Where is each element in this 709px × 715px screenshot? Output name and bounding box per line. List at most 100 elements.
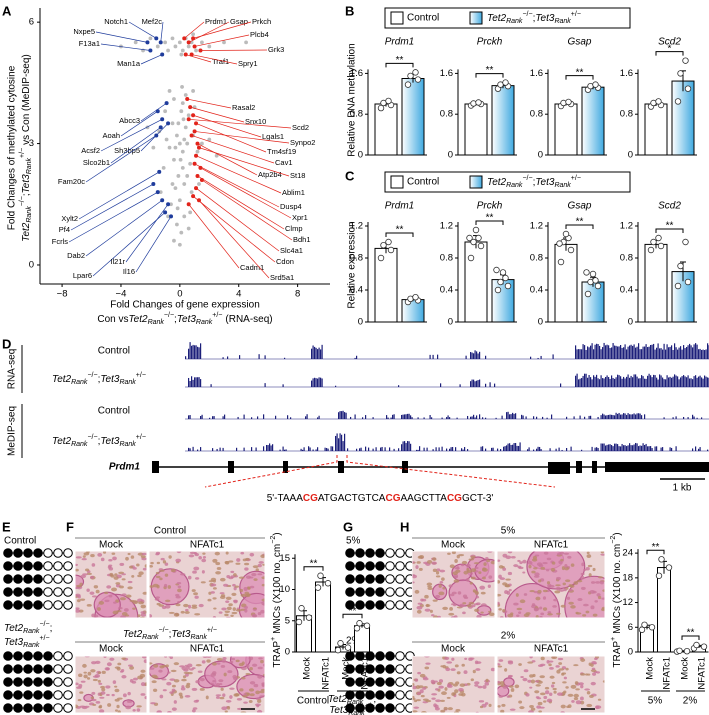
highlight-point bbox=[169, 214, 174, 219]
y-tick-label: 0 bbox=[448, 150, 453, 161]
highlight-point bbox=[192, 161, 197, 166]
gene-exon bbox=[548, 462, 570, 474]
cell bbox=[453, 579, 460, 583]
image-label: NFATc1 bbox=[534, 644, 569, 655]
track-signal bbox=[212, 448, 214, 451]
track-signal bbox=[285, 449, 287, 451]
cell bbox=[159, 577, 163, 581]
data-point bbox=[650, 238, 657, 246]
leader-line bbox=[197, 175, 285, 230]
track-signal bbox=[609, 348, 611, 359]
track-signal bbox=[696, 377, 698, 387]
cell bbox=[191, 687, 198, 691]
cell bbox=[479, 585, 486, 590]
cell bbox=[106, 585, 112, 589]
track-signal bbox=[407, 413, 409, 419]
image-label: Mock bbox=[99, 644, 124, 655]
track-signal bbox=[704, 375, 706, 387]
significance-label: ** bbox=[486, 65, 494, 76]
highlight-point bbox=[196, 198, 201, 203]
bar bbox=[554, 243, 578, 323]
cell bbox=[418, 567, 423, 571]
track-signal bbox=[600, 443, 602, 451]
track-signal bbox=[251, 447, 253, 451]
track-signal bbox=[699, 348, 701, 359]
leader-line bbox=[110, 127, 161, 164]
micrograph bbox=[75, 551, 147, 618]
leader-line bbox=[191, 54, 238, 65]
track-signal bbox=[681, 376, 683, 387]
track-signal bbox=[626, 349, 628, 359]
track-signal bbox=[647, 446, 649, 451]
cell bbox=[590, 681, 596, 686]
data-point bbox=[363, 622, 371, 629]
cell bbox=[100, 557, 105, 562]
cpg-site bbox=[53, 664, 63, 674]
cell bbox=[535, 596, 541, 601]
gene-label: Acsf2 bbox=[81, 146, 100, 155]
cell bbox=[480, 603, 487, 607]
track-signal bbox=[690, 345, 692, 359]
track-signal bbox=[198, 347, 200, 359]
track-signal bbox=[509, 443, 511, 451]
track-signal bbox=[584, 345, 586, 359]
legend-label: Control bbox=[407, 13, 439, 24]
track-signal bbox=[317, 447, 319, 451]
cell bbox=[109, 572, 114, 577]
data-point bbox=[693, 641, 700, 649]
track-signal bbox=[605, 345, 607, 359]
cell bbox=[456, 554, 460, 559]
cell bbox=[543, 551, 549, 555]
point bbox=[177, 242, 182, 247]
cell bbox=[484, 682, 490, 686]
leader-line bbox=[198, 147, 290, 177]
cell bbox=[432, 568, 438, 573]
highlight-point bbox=[195, 173, 200, 178]
track-signal bbox=[477, 353, 479, 359]
legend-swatch bbox=[390, 11, 404, 25]
cell bbox=[176, 551, 182, 554]
cell bbox=[568, 601, 574, 605]
text-part: + bbox=[610, 637, 617, 641]
track-signal bbox=[500, 449, 502, 451]
text-part: −2 bbox=[270, 536, 277, 544]
point bbox=[182, 137, 187, 142]
cell bbox=[585, 673, 589, 676]
significance-bracket bbox=[475, 73, 504, 78]
track-signal bbox=[518, 445, 520, 451]
cell bbox=[476, 614, 482, 618]
track-signal bbox=[368, 447, 370, 451]
track-signal bbox=[612, 446, 614, 451]
cpg-site bbox=[63, 677, 73, 687]
track-signal bbox=[635, 347, 637, 359]
cpg-site bbox=[23, 677, 33, 687]
cell bbox=[199, 688, 205, 691]
cell bbox=[567, 555, 572, 559]
cell bbox=[523, 593, 528, 596]
track-signal bbox=[356, 448, 358, 451]
data-point bbox=[641, 621, 648, 629]
chart-title: Gsap bbox=[568, 201, 592, 212]
significance-bracket bbox=[681, 635, 700, 640]
cell bbox=[101, 687, 106, 692]
cpg-site bbox=[53, 651, 63, 661]
cell bbox=[261, 583, 265, 587]
text-part: ) bbox=[272, 532, 283, 535]
cell bbox=[185, 673, 189, 677]
cell bbox=[212, 558, 218, 563]
cell bbox=[535, 696, 540, 699]
cell bbox=[115, 582, 121, 585]
point bbox=[175, 206, 180, 211]
track-signal bbox=[317, 417, 319, 419]
cell bbox=[475, 595, 480, 599]
track-signal bbox=[200, 416, 202, 419]
text-part: Rank bbox=[23, 628, 40, 635]
track-signal bbox=[671, 377, 673, 387]
cell bbox=[76, 599, 81, 603]
track-signal bbox=[449, 448, 451, 451]
y-tick-label: 24 bbox=[622, 548, 633, 559]
y-tick-label: 0.4 bbox=[440, 285, 453, 296]
cell bbox=[598, 576, 603, 579]
cell bbox=[176, 581, 182, 585]
track-signal bbox=[533, 416, 535, 419]
